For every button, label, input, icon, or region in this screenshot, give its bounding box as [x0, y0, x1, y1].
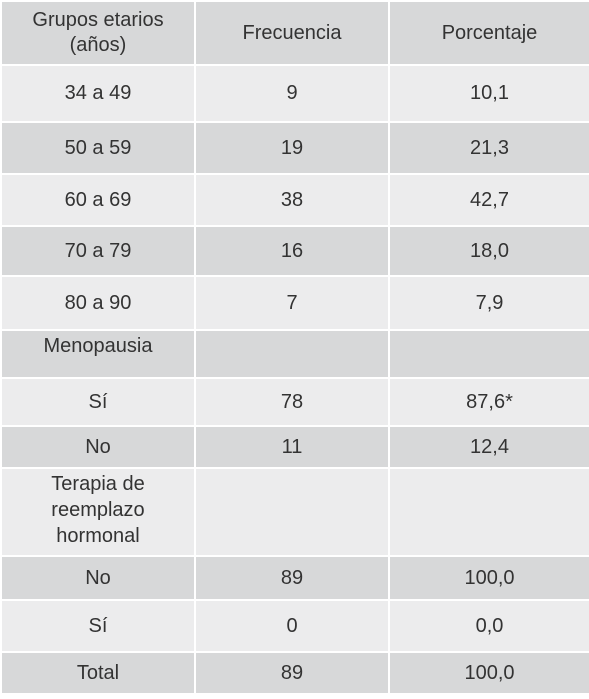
row-frequency: 0 — [196, 601, 388, 651]
row-label: 60 a 69 — [2, 175, 194, 225]
row-label: No — [2, 427, 194, 467]
row-frequency: 9 — [196, 66, 388, 121]
row-percentage: 21,3 — [390, 123, 589, 173]
row-label: 70 a 79 — [2, 227, 194, 275]
row-percentage: 0,0 — [390, 601, 589, 651]
row-percentage — [390, 469, 589, 555]
row-percentage: 18,0 — [390, 227, 589, 275]
row-label: Sí — [2, 601, 194, 651]
section-row-terapia: Terapia de reemplazo hormonal — [2, 469, 589, 555]
table-row: 60 a 69 38 42,7 — [2, 175, 589, 225]
row-percentage: 100,0 — [390, 653, 589, 693]
table-row: 50 a 59 19 21,3 — [2, 123, 589, 173]
header-percentage: Porcentaje — [390, 2, 589, 64]
row-frequency — [196, 469, 388, 555]
row-frequency: 11 — [196, 427, 388, 467]
table-row: No 11 12,4 — [2, 427, 589, 467]
row-label: No — [2, 557, 194, 599]
row-frequency: 89 — [196, 557, 388, 599]
header-frequency: Frecuencia — [196, 2, 388, 64]
table-row: 34 a 49 9 10,1 — [2, 66, 589, 121]
row-percentage: 7,9 — [390, 277, 589, 329]
row-frequency: 78 — [196, 379, 388, 425]
row-label: Sí — [2, 379, 194, 425]
section-label: Terapia de reemplazo hormonal — [2, 469, 194, 555]
table-row: Sí 0 0,0 — [2, 601, 589, 651]
row-label: 34 a 49 — [2, 66, 194, 121]
row-percentage: 100,0 — [390, 557, 589, 599]
header-age-groups: Grupos etarios (años) — [2, 2, 194, 64]
table-row: 80 a 90 7 7,9 — [2, 277, 589, 329]
row-frequency: 38 — [196, 175, 388, 225]
row-frequency: 7 — [196, 277, 388, 329]
table-row: 70 a 79 16 18,0 — [2, 227, 589, 275]
row-percentage: 87,6* — [390, 379, 589, 425]
row-frequency — [196, 331, 388, 377]
header-row: Grupos etarios (años) Frecuencia Porcent… — [2, 2, 589, 64]
row-percentage: 10,1 — [390, 66, 589, 121]
section-label: Menopausia — [2, 331, 194, 377]
row-label: 80 a 90 — [2, 277, 194, 329]
row-frequency: 19 — [196, 123, 388, 173]
row-frequency: 89 — [196, 653, 388, 693]
row-percentage: 12,4 — [390, 427, 589, 467]
row-label: Total — [2, 653, 194, 693]
row-label: 50 a 59 — [2, 123, 194, 173]
table-row: Sí 78 87,6* — [2, 379, 589, 425]
table-row: No 89 100,0 — [2, 557, 589, 599]
total-row: Total 89 100,0 — [2, 653, 589, 693]
section-row-menopausia: Menopausia — [2, 331, 589, 377]
row-percentage: 42,7 — [390, 175, 589, 225]
row-percentage — [390, 331, 589, 377]
row-frequency: 16 — [196, 227, 388, 275]
